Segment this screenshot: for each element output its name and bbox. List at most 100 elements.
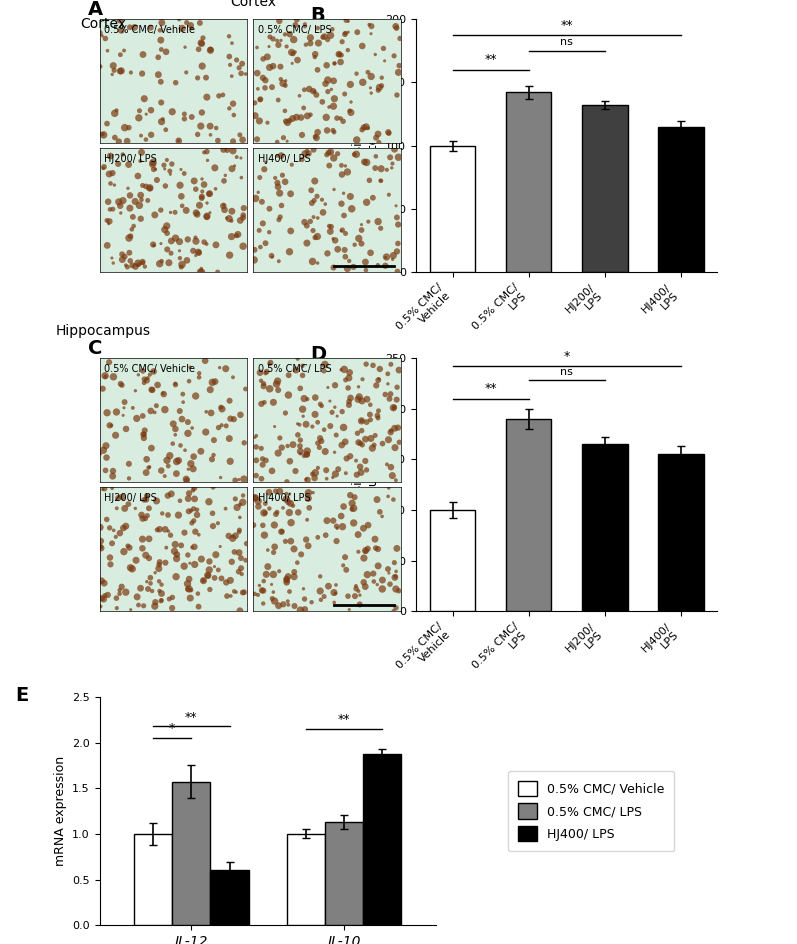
Point	[210, 548, 222, 563]
Point	[162, 488, 175, 503]
Point	[348, 237, 361, 252]
Point	[101, 587, 114, 602]
Point	[332, 462, 344, 477]
Point	[289, 464, 302, 479]
Point	[273, 212, 285, 228]
Point	[286, 56, 299, 71]
Point	[192, 244, 205, 260]
Point	[226, 134, 239, 149]
Point	[255, 373, 268, 388]
Point	[99, 588, 112, 603]
Point	[321, 84, 334, 99]
Point	[250, 453, 263, 468]
Point	[287, 498, 300, 514]
Point	[151, 173, 163, 188]
Point	[281, 575, 293, 590]
Point	[327, 99, 340, 114]
Point	[93, 539, 106, 554]
Point	[195, 36, 208, 51]
Point	[157, 386, 170, 401]
Point	[355, 394, 368, 409]
Point	[391, 541, 403, 556]
Point	[223, 49, 236, 64]
Point	[95, 541, 108, 556]
Point	[126, 562, 139, 577]
Point	[259, 496, 272, 511]
Point	[219, 168, 232, 183]
Point	[118, 120, 131, 135]
Point	[258, 80, 271, 95]
Point	[175, 189, 188, 204]
Point	[319, 444, 332, 459]
Point	[391, 420, 404, 435]
Point	[153, 554, 166, 569]
Point	[339, 25, 351, 41]
Point	[259, 236, 272, 251]
Point	[331, 409, 344, 424]
Point	[215, 571, 228, 586]
Point	[132, 168, 144, 183]
Point	[265, 577, 278, 592]
Point	[120, 518, 132, 533]
Point	[313, 440, 326, 455]
Point	[152, 561, 165, 576]
Point	[185, 21, 198, 36]
Point	[355, 223, 368, 238]
Point	[328, 182, 340, 197]
Point	[248, 252, 261, 267]
Point	[363, 17, 375, 32]
Point	[297, 582, 310, 597]
Point	[98, 576, 111, 591]
Point	[279, 78, 292, 93]
Point	[302, 146, 315, 161]
Point	[163, 592, 175, 607]
Point	[233, 565, 245, 580]
Point	[331, 521, 344, 536]
Point	[113, 582, 126, 598]
Point	[282, 387, 295, 402]
Point	[281, 571, 293, 586]
Point	[272, 382, 285, 397]
Point	[270, 377, 283, 392]
Point	[184, 18, 197, 33]
Point	[224, 58, 237, 73]
Point	[375, 70, 388, 85]
Point	[324, 144, 337, 160]
Point	[391, 244, 403, 259]
Point	[321, 379, 334, 395]
Point	[178, 107, 190, 122]
Point	[159, 161, 171, 177]
Point	[375, 174, 387, 189]
Point	[340, 226, 352, 241]
Point	[297, 100, 310, 115]
Point	[392, 65, 405, 80]
Point	[363, 407, 376, 422]
Point	[337, 499, 350, 514]
Point	[108, 63, 120, 78]
Point	[307, 84, 320, 99]
Point	[124, 188, 136, 203]
Point	[155, 114, 168, 129]
Point	[136, 511, 149, 526]
Point	[238, 584, 250, 599]
Point	[105, 418, 118, 433]
Point	[383, 565, 395, 581]
Point	[248, 586, 261, 601]
Point	[194, 264, 206, 279]
Point	[314, 430, 327, 446]
Point	[161, 242, 174, 257]
Point	[350, 453, 363, 468]
Point	[256, 451, 269, 466]
Point	[360, 414, 373, 430]
Point	[145, 441, 158, 456]
Point	[316, 193, 328, 208]
Point	[118, 400, 131, 415]
Point	[188, 539, 201, 554]
Point	[312, 435, 324, 450]
Point	[147, 161, 160, 177]
Point	[300, 532, 312, 548]
Point	[173, 234, 186, 249]
Point	[347, 147, 360, 162]
Point	[219, 362, 232, 377]
Point	[252, 494, 265, 509]
